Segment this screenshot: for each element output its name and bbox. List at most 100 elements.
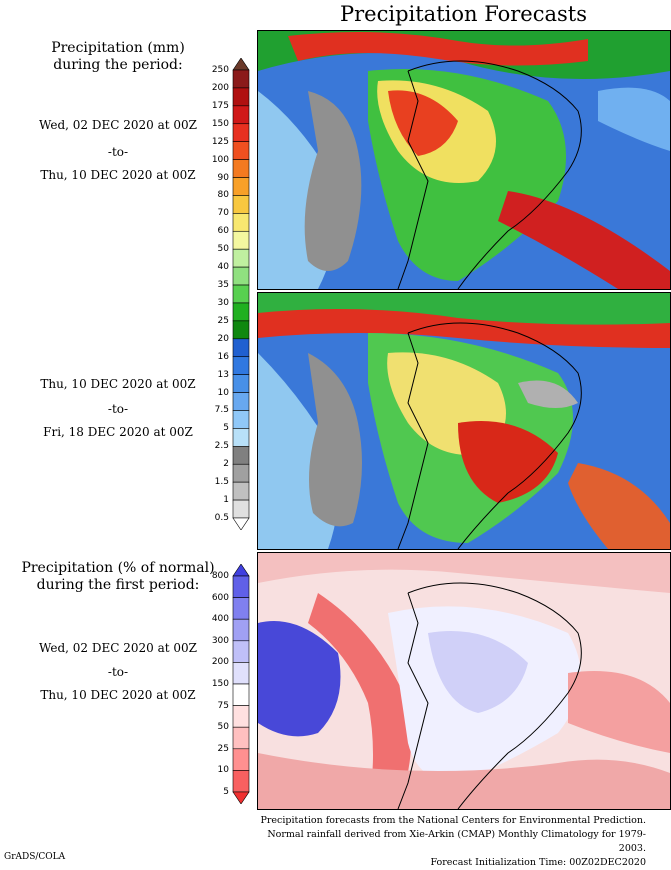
mm-colorbar-swatch xyxy=(232,410,250,429)
period-1-start: Wed, 02 DEC 2020 at 00Z xyxy=(39,118,197,132)
mm-colorbar-swatch xyxy=(232,338,250,358)
mm-colorbar-swatch xyxy=(232,499,250,519)
mm-colorbar-swatch xyxy=(232,141,250,160)
mm-colorbar-swatch xyxy=(232,213,250,232)
pct-colorbar-tick-label: 600 xyxy=(211,592,229,603)
mm-colorbar-swatch xyxy=(232,195,250,214)
pct-colorbar-swatch xyxy=(232,683,250,706)
percent-heading: Precipitation (% of normal) during the f… xyxy=(0,560,236,594)
credit: GrADS/COLA xyxy=(4,852,66,862)
pct-colorbar-tick-label: 400 xyxy=(211,614,229,625)
mm-colorbar-swatch xyxy=(232,87,250,107)
mm-colorbar-tick-label: 35 xyxy=(217,280,229,291)
pct-colorbar-swatch xyxy=(232,575,250,598)
mm-colorbar-swatch xyxy=(232,374,250,393)
mm-colorbar-tick-label: 1 xyxy=(223,495,229,506)
pct-colorbar-swatch xyxy=(232,597,250,620)
mm-colorbar-tick-label: 13 xyxy=(217,369,229,380)
mm-colorbar-swatch xyxy=(232,463,250,483)
amount-heading: Precipitation (mm) during the period: xyxy=(0,40,236,74)
percent-heading-line1: Precipitation (% of normal) xyxy=(21,560,215,576)
mm-colorbar-tick-label: 70 xyxy=(217,208,229,219)
mm-colorbar-swatch-bottom xyxy=(232,517,250,530)
mm-colorbar-tick-label: 20 xyxy=(217,333,229,344)
mm-colorbar-swatch xyxy=(232,105,250,125)
footer-normal: Normal rainfall derived from Xie-Arkin (… xyxy=(267,829,646,854)
pct-colorbar-tick-label: 800 xyxy=(211,571,229,581)
mm-colorbar-swatch xyxy=(232,123,250,142)
pct-colorbar-swatch xyxy=(232,618,250,642)
mm-colorbar-swatch xyxy=(232,446,250,465)
mm-colorbar-swatch-top xyxy=(232,58,250,71)
period-3-sep: -to- xyxy=(107,665,129,679)
mm-colorbar-swatch xyxy=(232,266,250,286)
mm-colorbar-tick-label: 40 xyxy=(217,262,229,273)
mm-colorbar-swatch xyxy=(232,248,250,268)
mm-colorbar-swatch xyxy=(232,177,250,196)
percent-heading-line2: during the first period: xyxy=(36,577,200,593)
mm-colorbar-tick-label: 2 xyxy=(223,459,229,470)
mm-colorbar-tick-label: 50 xyxy=(217,244,229,255)
pct-colorbar-swatch xyxy=(232,640,250,663)
pct-colorbar-swatch xyxy=(232,705,250,728)
mm-colorbar-tick-label: 0.5 xyxy=(214,513,229,523)
footer-init-time: Forecast Initialization Time: 00Z02DEC20… xyxy=(430,857,646,868)
pct-colorbar-tick-label: 300 xyxy=(211,635,229,646)
mm-colorbar-tick-label: 150 xyxy=(211,118,229,129)
mm-colorbar-tick-label: 5 xyxy=(223,423,229,434)
pct-colorbar-swatch-bottom xyxy=(232,791,250,804)
mm-colorbar-tick-label: 1.5 xyxy=(214,477,229,488)
mm-colorbar-swatch xyxy=(232,284,250,304)
mm-colorbar-tick-label: 16 xyxy=(217,351,229,362)
mm-colorbar xyxy=(232,58,250,530)
map-period-1 xyxy=(257,30,671,290)
mm-colorbar-tick-label: 175 xyxy=(211,100,229,111)
pct-colorbar xyxy=(232,564,250,804)
period-2-start: Thu, 10 DEC 2020 at 00Z xyxy=(40,377,196,391)
mm-colorbar-tick-label: 90 xyxy=(217,172,229,183)
pct-colorbar-tick-label: 200 xyxy=(211,657,229,668)
pct-colorbar-tick-label: 25 xyxy=(217,743,229,754)
mm-colorbar-swatch xyxy=(232,356,250,375)
mm-colorbar-tick-label: 60 xyxy=(217,226,229,237)
mm-colorbar-swatch xyxy=(232,481,250,501)
pct-colorbar-swatch xyxy=(232,748,250,771)
mm-colorbar-swatch xyxy=(232,428,250,447)
map-period-2 xyxy=(257,292,671,550)
period-3-start: Wed, 02 DEC 2020 at 00Z xyxy=(39,641,197,655)
mm-colorbar-tick-label: 2.5 xyxy=(214,441,229,452)
pct-colorbar-tick-label: 150 xyxy=(211,679,229,689)
mm-colorbar-tick-label: 30 xyxy=(217,297,229,308)
mm-colorbar-tick-label: 10 xyxy=(217,387,229,398)
mm-colorbar-tick-label: 7.5 xyxy=(214,405,229,416)
pct-colorbar-tick-label: 75 xyxy=(217,700,229,711)
pct-colorbar-tick-label: 10 xyxy=(217,765,229,776)
period-2-end: Fri, 18 DEC 2020 at 00Z xyxy=(43,425,193,439)
amount-heading-line2: during the period: xyxy=(53,57,183,73)
period-3-end: Thu, 10 DEC 2020 at 00Z xyxy=(40,688,196,702)
page-title: Precipitation Forecasts xyxy=(340,2,587,26)
pct-colorbar-tick-label: 5 xyxy=(223,787,229,797)
mm-colorbar-swatch xyxy=(232,302,250,322)
map-percent-normal xyxy=(257,552,671,810)
pct-colorbar-swatch xyxy=(232,662,250,685)
mm-colorbar-tick-label: 200 xyxy=(211,82,229,93)
mm-colorbar-swatch xyxy=(232,159,250,178)
mm-colorbar-tick-label: 80 xyxy=(217,190,229,201)
mm-colorbar-swatch xyxy=(232,69,250,89)
mm-colorbar-tick-label: 250 xyxy=(211,65,229,75)
mm-colorbar-tick-label: 125 xyxy=(211,136,229,147)
pct-colorbar-tick-label: 50 xyxy=(217,722,229,733)
pct-colorbar-swatch xyxy=(232,770,250,793)
amount-heading-line1: Precipitation (mm) xyxy=(51,40,185,56)
period-1-end: Thu, 10 DEC 2020 at 00Z xyxy=(40,168,196,182)
mm-colorbar-swatch xyxy=(232,230,250,250)
mm-colorbar-swatch xyxy=(232,320,250,340)
pct-colorbar-swatch xyxy=(232,726,250,750)
period-1-sep: -to- xyxy=(107,145,129,159)
pct-colorbar-swatch-top xyxy=(232,564,250,577)
footer-notes: Precipitation forecasts from the Nationa… xyxy=(256,814,647,870)
footer-source: Precipitation forecasts from the Nationa… xyxy=(260,815,647,826)
mm-colorbar-swatch xyxy=(232,392,250,411)
mm-colorbar-tick-label: 100 xyxy=(211,154,229,165)
